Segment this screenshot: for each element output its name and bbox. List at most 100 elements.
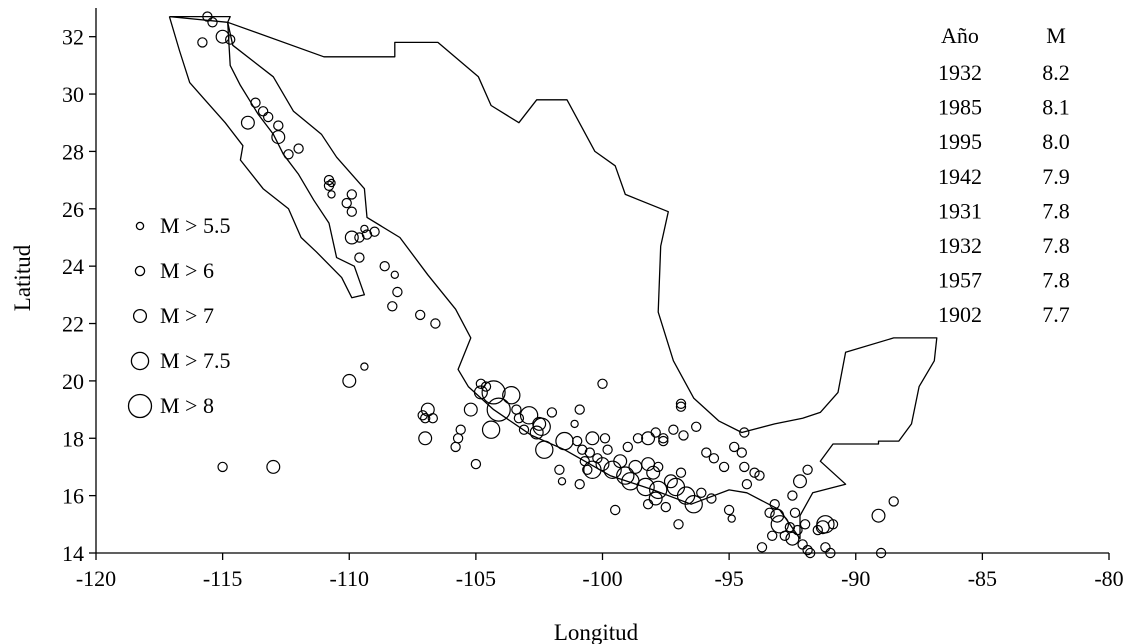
earthquake-point xyxy=(486,397,511,422)
table-year: 1942 xyxy=(938,164,982,189)
earthquake-point xyxy=(613,454,628,469)
earthquake-point xyxy=(675,398,687,409)
earthquake-point xyxy=(602,444,613,455)
earthquake-point xyxy=(342,373,357,388)
earthquake-point xyxy=(658,435,669,447)
earthquake-point xyxy=(754,470,765,481)
earthquake-point xyxy=(224,34,236,45)
earthquake-point xyxy=(263,111,274,123)
earthquake-point xyxy=(582,464,593,475)
earthquake-point xyxy=(736,447,748,458)
y-tick-label: 32 xyxy=(62,25,84,50)
y-tick-label: 16 xyxy=(62,484,84,509)
earthquake-point xyxy=(785,531,800,546)
x-tick-label: -95 xyxy=(714,566,743,591)
earthquake-point xyxy=(616,466,635,485)
earthquake-point xyxy=(361,229,373,240)
y-tick-label: 28 xyxy=(62,139,84,164)
earthquake-point xyxy=(555,431,574,451)
earthquake-point xyxy=(417,410,428,421)
earthquake-point xyxy=(675,401,687,412)
legend-marker xyxy=(134,265,146,277)
table-magnitude: 7.8 xyxy=(1042,233,1070,258)
earthquake-point xyxy=(346,189,357,200)
earthquake-point xyxy=(706,493,717,504)
earthquake-point xyxy=(470,458,482,470)
earthquake-point xyxy=(369,226,380,237)
earthquake-point xyxy=(518,424,530,435)
earthquake-point xyxy=(678,430,689,441)
earthquake-point xyxy=(603,460,622,479)
legend-marker xyxy=(132,308,148,324)
earthquake-point xyxy=(779,530,791,542)
earthquake-point xyxy=(650,427,661,438)
legend-label: M > 5.5 xyxy=(160,213,230,238)
earthquake-point xyxy=(622,441,634,453)
earthquake-point xyxy=(816,515,835,534)
earthquake-point xyxy=(283,149,294,160)
table-magnitude: 8.2 xyxy=(1042,60,1070,85)
earthquake-point xyxy=(327,190,336,199)
earthquake-point xyxy=(513,413,525,424)
earthquake-point xyxy=(649,480,668,500)
baja-outline xyxy=(168,16,366,299)
earthquake-point xyxy=(812,524,824,536)
earthquake-point xyxy=(769,499,780,510)
earthquake-point xyxy=(802,464,813,475)
earthquake-point xyxy=(691,421,702,432)
earthquake-point xyxy=(577,444,588,455)
x-tick-label: -80 xyxy=(1094,566,1123,591)
x-tick-label: -115 xyxy=(203,566,243,591)
earthquake-point xyxy=(418,431,433,446)
earthquake-point xyxy=(430,318,441,329)
table-year: 1957 xyxy=(938,268,982,293)
earthquake-point xyxy=(415,309,426,321)
earthquake-point xyxy=(585,431,600,446)
earthquake-point xyxy=(519,406,539,425)
earthquake-point xyxy=(784,522,796,533)
table-header: M xyxy=(1046,23,1066,48)
earthquake-point xyxy=(653,461,664,473)
earthquake-point xyxy=(660,501,672,513)
earthquake-point xyxy=(240,115,255,130)
earthquake-point xyxy=(770,508,785,523)
earthquake-point xyxy=(346,206,357,217)
earthquake-point xyxy=(595,457,610,472)
earthquake-point xyxy=(455,424,466,435)
earthquake-point xyxy=(202,11,213,22)
y-tick-label: 30 xyxy=(62,82,84,107)
earthquake-point xyxy=(257,106,269,117)
earthquake-point xyxy=(739,427,750,438)
earthquake-point xyxy=(392,286,403,298)
table-year: 1902 xyxy=(938,302,982,327)
earthquake-point xyxy=(739,461,750,473)
earthquake-point xyxy=(420,402,435,417)
earthquake-point xyxy=(481,420,501,439)
earthquake-point xyxy=(770,515,790,534)
x-tick-label: -110 xyxy=(329,566,369,591)
earthquake-point xyxy=(888,496,899,507)
earthquake-point xyxy=(764,507,775,518)
earthquake-point xyxy=(511,404,522,415)
earthquake-point xyxy=(390,270,399,279)
earthquake-point xyxy=(502,386,521,405)
table-magnitude: 8.1 xyxy=(1042,95,1070,120)
earthquake-point xyxy=(636,477,655,497)
earthquake-point xyxy=(546,407,558,418)
earthquake-point xyxy=(266,459,281,474)
earthquake-point xyxy=(271,130,286,145)
legend-label: M > 6 xyxy=(160,258,214,283)
earthquake-point xyxy=(723,504,735,516)
magnitude-table: Año M 1932 8.2 1985 8.1 1995 8.0 1942 7.9 1931 7.8 1… xyxy=(938,23,1070,327)
mexico-outline xyxy=(168,15,938,540)
earthquake-point xyxy=(789,507,801,518)
earthquake-point xyxy=(450,441,461,453)
earthquake-point xyxy=(584,447,596,458)
table-magnitude: 7.8 xyxy=(1042,268,1070,293)
x-tick-label: -120 xyxy=(76,566,116,591)
earthquake-point xyxy=(741,479,753,490)
earthquake-point xyxy=(215,29,230,44)
earthquake-point xyxy=(871,508,886,523)
axes: -120 -115 -110 -105 -100 -95 -90 -85 -80 14 16 18 20… xyxy=(62,8,1124,591)
